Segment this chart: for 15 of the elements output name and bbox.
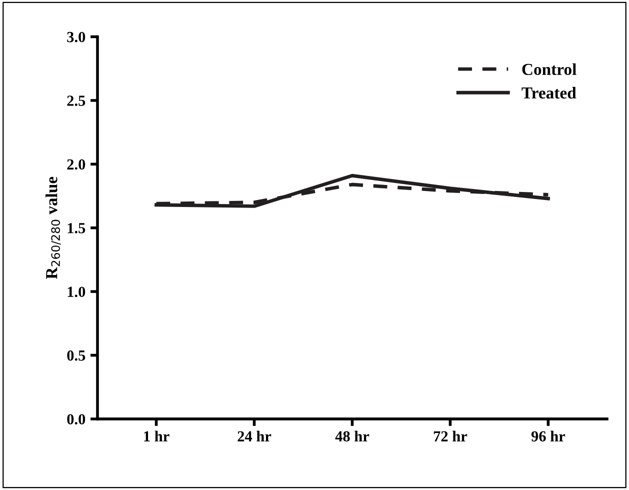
- x-tick-label: 96 hr: [531, 430, 566, 442]
- y-tick-label: 1.0: [68, 286, 86, 298]
- y-tick-label: 3.0: [67, 32, 86, 42]
- y-tick-label: 1.5: [68, 223, 86, 234]
- y-axis-title: R$_{260/280}$ value: [46, 176, 61, 279]
- y-tick-label: 2.0: [67, 159, 86, 170]
- y-tick-label: 0.5: [67, 350, 86, 361]
- x-tick-label: 24 hr: [238, 430, 272, 442]
- y-tick-label: 2.5: [67, 96, 86, 106]
- x-tick-label: 48 hr: [335, 430, 370, 442]
- x-tick-label: 72 hr: [434, 430, 468, 442]
- legend-label: Treated: [522, 86, 576, 99]
- y-tick-label: 0.0: [67, 414, 86, 424]
- x-tick-label: 1 hr: [144, 430, 170, 442]
- legend-label: Control: [522, 63, 576, 76]
